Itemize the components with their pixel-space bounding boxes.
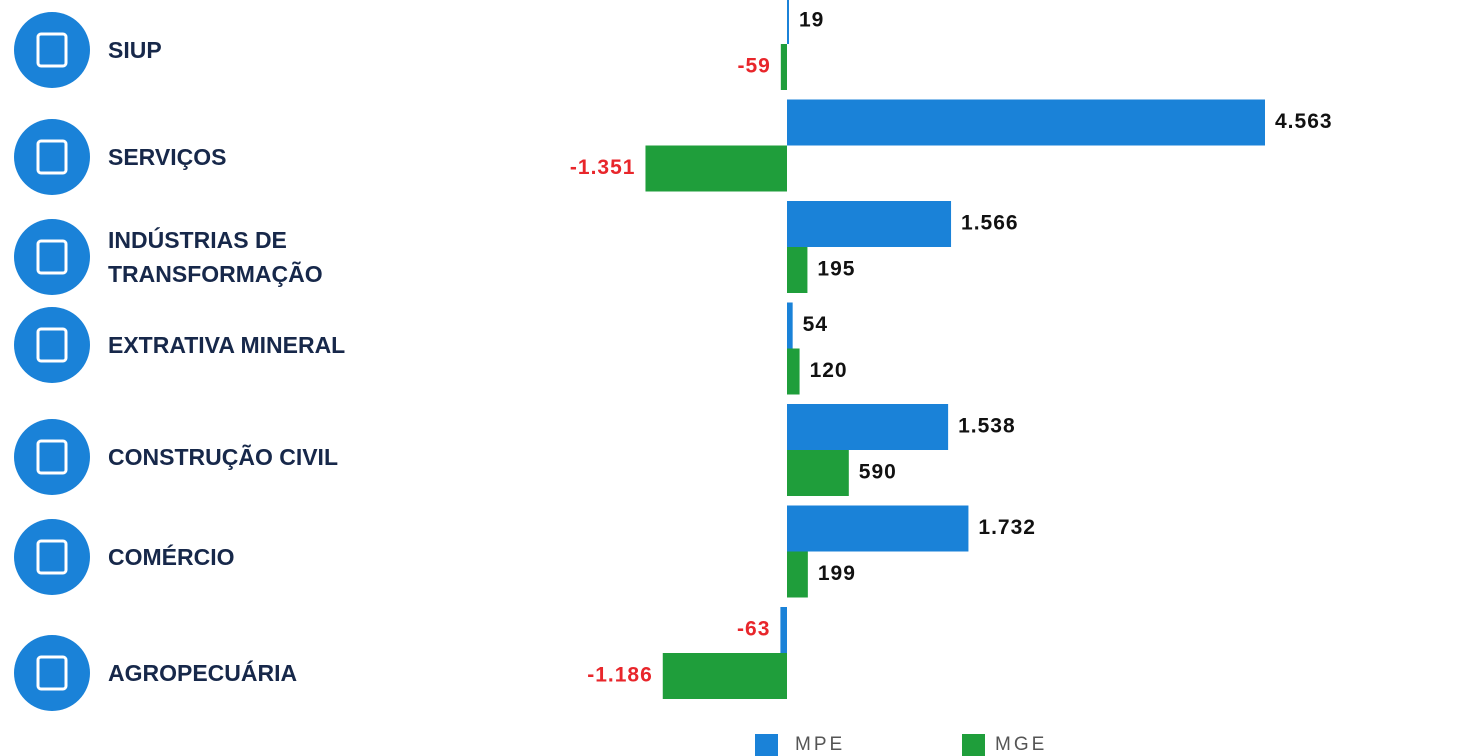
category-icon <box>14 219 90 295</box>
category-icon-glyph <box>36 32 68 68</box>
bar <box>787 505 969 552</box>
category-label: EXTRATIVA MINERAL <box>108 332 346 358</box>
bar <box>787 404 949 450</box>
bar <box>780 44 787 90</box>
bar <box>645 145 787 192</box>
category-label: SIUP <box>108 37 162 63</box>
category-label: INDÚSTRIAS DE TRANSFORMAÇÃO <box>108 227 323 287</box>
category-icon <box>14 119 90 195</box>
category-label: CONSTRUÇÃO CIVIL <box>108 444 338 470</box>
legend-swatch <box>962 734 985 756</box>
value-label: 1.566 <box>961 212 1019 235</box>
category-icon <box>14 307 90 383</box>
category-icon-glyph <box>36 655 68 691</box>
bar <box>787 99 1265 146</box>
value-label: 1.538 <box>958 415 1016 438</box>
bar <box>662 653 787 699</box>
category-icon-glyph <box>36 439 68 475</box>
category-icon <box>14 12 90 88</box>
category-label: SERVIÇOS <box>108 144 227 170</box>
bar <box>787 551 808 598</box>
category-icon-glyph <box>36 539 68 575</box>
value-label: -1.186 <box>587 664 653 687</box>
legend-label: MPE <box>795 734 845 755</box>
value-label: 19 <box>799 9 824 32</box>
legend-swatch <box>755 734 778 756</box>
value-label: 590 <box>859 461 897 484</box>
category-icon <box>14 635 90 711</box>
value-label: -1.351 <box>570 156 636 179</box>
category-icon-glyph <box>36 327 68 363</box>
bar <box>780 607 787 653</box>
category-icon <box>14 419 90 495</box>
value-label: 199 <box>818 562 856 585</box>
value-label: -59 <box>737 55 770 78</box>
category-icon-glyph <box>36 139 68 175</box>
bar <box>787 247 808 293</box>
value-label: 120 <box>810 359 848 382</box>
legend-label: MGE <box>995 734 1047 755</box>
value-label: 54 <box>803 313 828 336</box>
category-label: AGROPECUÁRIA <box>108 660 298 686</box>
category-label: COMÉRCIO <box>108 544 235 570</box>
value-label: -63 <box>737 618 770 641</box>
bar <box>787 348 800 395</box>
bar <box>787 450 849 496</box>
bar <box>787 302 793 349</box>
value-label: 4.563 <box>1275 110 1333 133</box>
value-label: 195 <box>817 258 855 281</box>
category-icon <box>14 519 90 595</box>
bar <box>787 0 789 44</box>
value-label: 1.732 <box>978 516 1036 539</box>
bar <box>787 201 952 247</box>
category-icon-glyph <box>36 239 68 275</box>
